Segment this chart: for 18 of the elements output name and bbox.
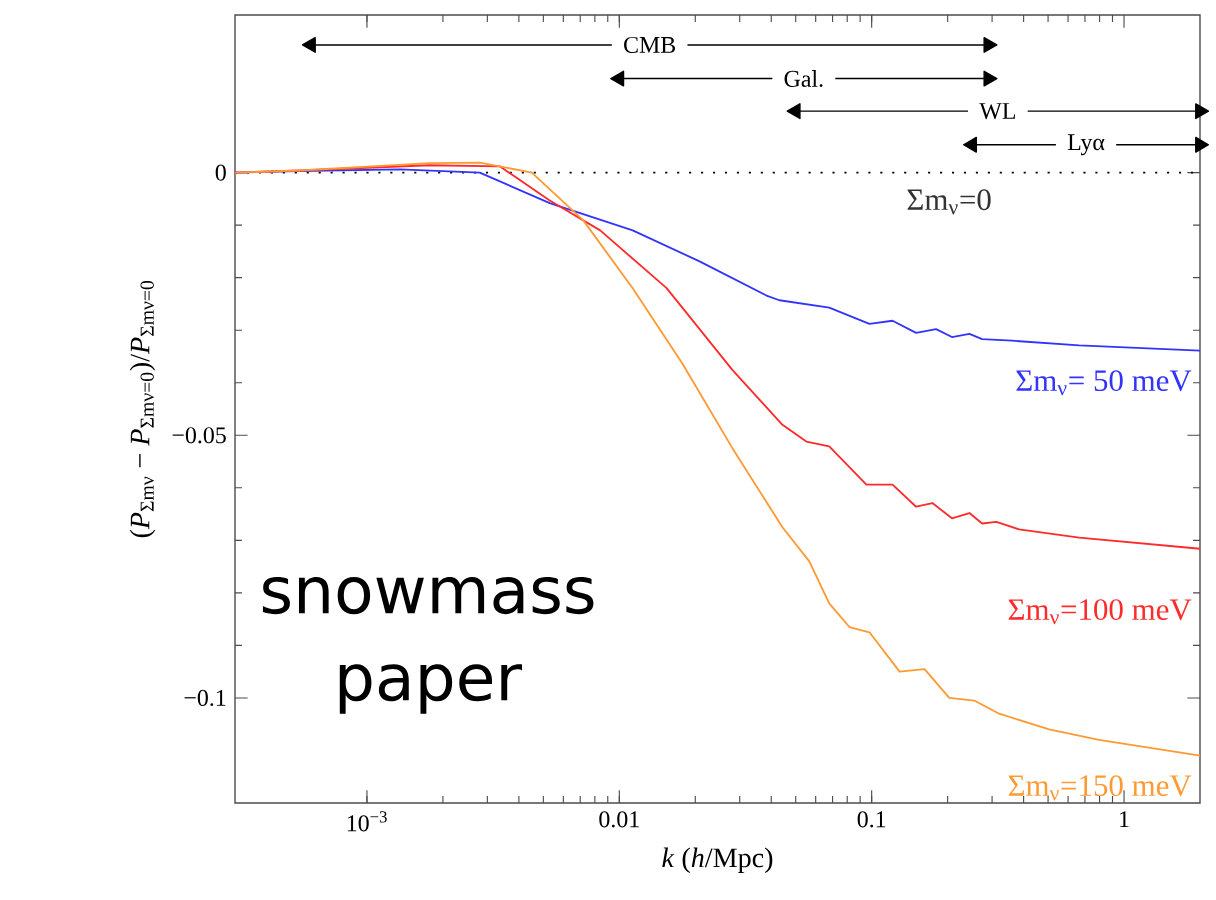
series-label: WL xyxy=(979,103,1015,120)
text: (P$_{Σmν}$ − P$_{Σmν=0}$)/P$_{Σmν=0}$ xyxy=(129,280,156,538)
y-tick-label: 0 xyxy=(215,164,226,181)
y-tick-label: −0.05 xyxy=(172,427,226,444)
ref-line-label: Σm$_{ν}$=0 xyxy=(907,189,991,215)
series-label: Gal. xyxy=(784,70,823,88)
x-axis-title: k (h/Mpc) xyxy=(662,847,773,874)
x-tick-label: 0.1 xyxy=(857,811,886,828)
series-label: Σm$_{ν}$=150 meV xyxy=(1008,775,1192,801)
x-tick-label: 0.01 xyxy=(599,811,639,828)
series-label: Lyα xyxy=(1067,134,1105,156)
series-label: Σm$_{ν}$= 50 meV xyxy=(1016,370,1192,396)
series-label: Σm$_{ν}$=100 meV xyxy=(1008,599,1192,625)
annotation: snowmass paper xyxy=(262,576,594,714)
y-tick-label: −0.1 xyxy=(184,689,226,707)
x-tick-label: 10$^{−3}$ xyxy=(347,811,387,832)
x-tick-label: 1 xyxy=(1120,811,1129,828)
series-label: CMB xyxy=(624,36,676,53)
